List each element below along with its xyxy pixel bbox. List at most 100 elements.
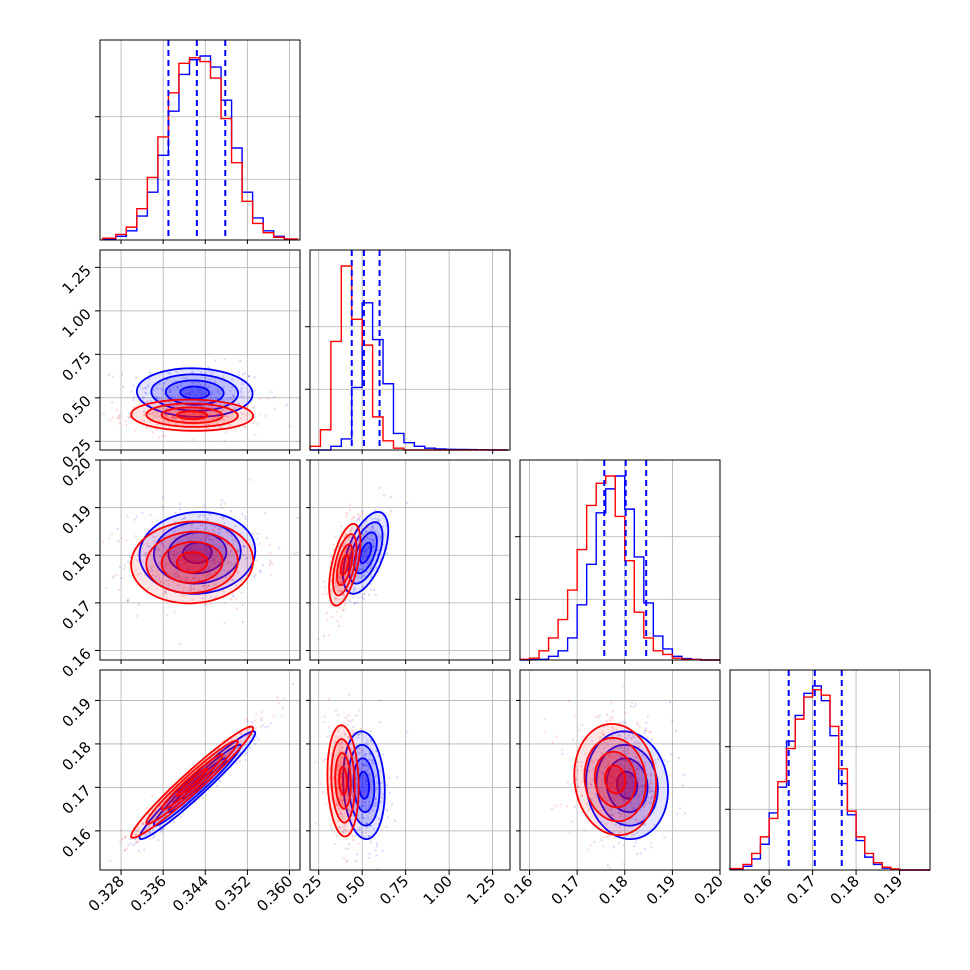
scatter-point bbox=[344, 847, 348, 850]
scatter-point bbox=[156, 812, 160, 815]
scatter-point bbox=[683, 812, 687, 815]
scatter-point bbox=[237, 402, 240, 405]
scatter-point bbox=[611, 770, 614, 774]
scatter-point bbox=[342, 857, 345, 860]
scatter-point bbox=[335, 804, 339, 807]
scatter-point bbox=[193, 416, 196, 419]
scatter-point bbox=[176, 551, 179, 555]
scatter-point bbox=[360, 595, 364, 599]
scatter-point bbox=[363, 800, 366, 804]
scatter-point bbox=[373, 802, 377, 805]
scatter-point bbox=[605, 835, 608, 839]
scatter-point bbox=[337, 598, 341, 601]
scatter-point bbox=[234, 524, 237, 528]
scatter-point bbox=[156, 423, 159, 426]
scatter-point bbox=[276, 696, 279, 699]
scatter-point bbox=[145, 806, 149, 810]
scatter-point bbox=[356, 817, 360, 820]
scatter-point bbox=[606, 764, 610, 767]
scatter-point bbox=[340, 803, 344, 806]
scatter-point bbox=[217, 414, 220, 417]
scatter-point bbox=[554, 735, 558, 738]
scatter-point bbox=[175, 571, 178, 575]
scatter-point bbox=[365, 822, 369, 825]
scatter-point bbox=[239, 359, 242, 363]
scatter-point bbox=[613, 836, 617, 839]
scatter-point bbox=[197, 389, 200, 392]
scatter-point bbox=[567, 830, 570, 834]
scatter-point bbox=[244, 558, 247, 562]
scatter-point bbox=[158, 397, 161, 400]
scatter-point bbox=[221, 517, 225, 520]
scatter-point bbox=[622, 799, 625, 803]
contour-line bbox=[330, 738, 356, 824]
scatter-point bbox=[149, 371, 152, 375]
scatter-point bbox=[224, 413, 228, 416]
panel-bg bbox=[100, 460, 300, 660]
scatter-point bbox=[227, 554, 230, 557]
scatter-point bbox=[373, 827, 376, 831]
panel-bg bbox=[310, 250, 510, 450]
scatter-point bbox=[636, 793, 640, 796]
scatter-point bbox=[338, 826, 341, 829]
scatter-point bbox=[616, 747, 619, 750]
scatter-point bbox=[172, 562, 175, 566]
scatter-point bbox=[339, 812, 343, 816]
scatter-point bbox=[628, 812, 632, 815]
scatter-point bbox=[190, 526, 194, 529]
scatter-point bbox=[222, 569, 225, 572]
scatter-point bbox=[342, 535, 346, 538]
scatter-point bbox=[238, 556, 241, 560]
scatter-point bbox=[363, 763, 366, 766]
scatter-point bbox=[264, 725, 267, 729]
scatter-point bbox=[162, 536, 165, 539]
scatter-point bbox=[621, 816, 624, 819]
scatter-point bbox=[193, 543, 196, 547]
scatter-point bbox=[230, 742, 233, 746]
scatter-point bbox=[638, 726, 641, 729]
scatter-point bbox=[173, 520, 177, 524]
scatter-point bbox=[171, 395, 174, 398]
scatter-point bbox=[630, 802, 633, 805]
scatter-point bbox=[201, 524, 204, 527]
scatter-point bbox=[603, 795, 606, 798]
scatter-point bbox=[205, 534, 209, 538]
scatter-point bbox=[614, 798, 617, 802]
scatter-point bbox=[186, 522, 190, 525]
scatter-point bbox=[358, 826, 362, 829]
scatter-point bbox=[648, 790, 652, 794]
scatter-point bbox=[362, 776, 365, 780]
scatter-point bbox=[590, 783, 593, 786]
scatter-point bbox=[198, 413, 202, 417]
scatter-point bbox=[624, 808, 627, 812]
scatter-point bbox=[364, 549, 368, 553]
scatter-point bbox=[240, 387, 243, 390]
scatter-point bbox=[617, 781, 621, 784]
scatter-point bbox=[338, 761, 341, 765]
scatter-point bbox=[630, 783, 634, 787]
scatter-point bbox=[176, 385, 179, 389]
scatter-point bbox=[343, 804, 346, 807]
scatter-point bbox=[348, 809, 351, 812]
scatter-point bbox=[616, 783, 619, 786]
scatter-point bbox=[261, 724, 265, 727]
scatter-point bbox=[216, 412, 219, 416]
scatter-point bbox=[385, 825, 388, 829]
scatter-point bbox=[155, 571, 158, 574]
scatter-point bbox=[288, 425, 292, 428]
scatter-point bbox=[149, 513, 152, 517]
scatter-point bbox=[277, 702, 280, 705]
scatter-point bbox=[229, 597, 232, 601]
density-band bbox=[335, 753, 351, 809]
scatter-point bbox=[365, 769, 369, 772]
scatter-point bbox=[211, 392, 214, 396]
scatter-point bbox=[169, 816, 172, 819]
scatter-point bbox=[343, 542, 346, 546]
scatter-point bbox=[336, 820, 340, 823]
scatter-point bbox=[374, 538, 377, 541]
contour-line bbox=[359, 541, 373, 564]
scatter-point bbox=[223, 358, 226, 361]
scatter-point bbox=[167, 371, 170, 375]
scatter-point bbox=[363, 538, 367, 542]
contour-line bbox=[164, 379, 225, 406]
